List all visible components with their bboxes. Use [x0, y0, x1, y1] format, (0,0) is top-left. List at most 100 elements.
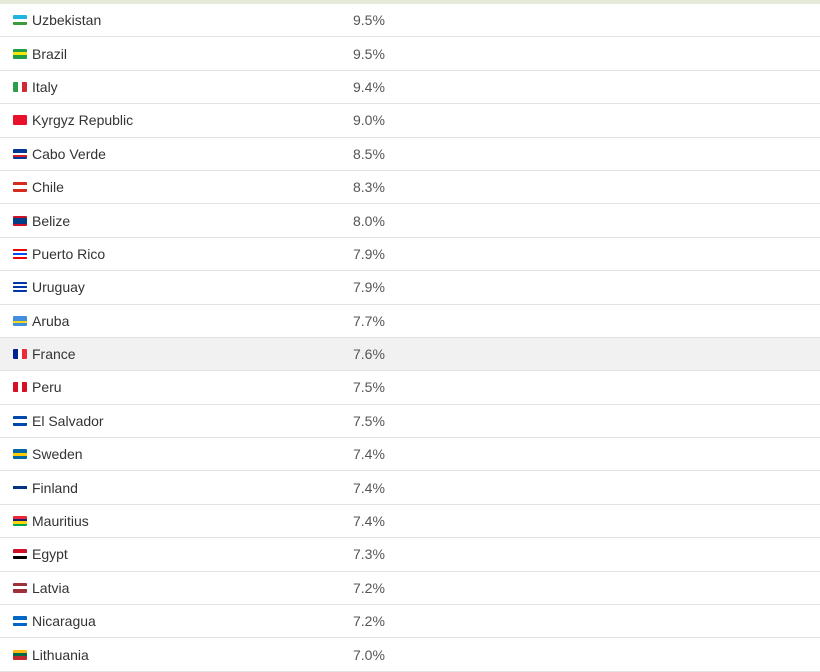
flag-icon [13, 148, 27, 159]
country-cell: Aruba [0, 313, 353, 329]
country-cell: Mauritius [0, 513, 353, 529]
table-row[interactable]: Peru 7.5% [0, 371, 820, 405]
value-cell: 7.0% [353, 646, 385, 663]
flag-icon [13, 15, 27, 26]
country-cell: Nicaragua [0, 613, 353, 629]
country-name[interactable]: Kyrgyz Republic [32, 112, 134, 129]
table-row[interactable]: Italy 9.4% [0, 71, 820, 105]
country-cell: Italy [0, 79, 353, 95]
country-name[interactable]: Finland [32, 479, 78, 496]
country-name[interactable]: Aruba [32, 312, 70, 329]
flag-icon [13, 48, 27, 59]
flag-icon [13, 415, 27, 426]
value-cell: 9.0% [353, 112, 385, 129]
table-row[interactable]: Finland 7.4% [0, 471, 820, 505]
flag-icon [13, 349, 27, 360]
value-cell: 9.4% [353, 78, 385, 95]
value-cell: 9.5% [353, 12, 385, 29]
country-cell: Latvia [0, 580, 353, 596]
flag-icon [13, 549, 27, 560]
table-row[interactable]: Sweden 7.4% [0, 438, 820, 472]
value-cell: 8.3% [353, 179, 385, 196]
value-cell: 7.5% [353, 412, 385, 429]
country-cell: France [0, 346, 353, 362]
table-row[interactable]: Uruguay 7.9% [0, 271, 820, 305]
country-name[interactable]: Chile [32, 179, 64, 196]
country-name[interactable]: Latvia [32, 579, 70, 596]
country-cell: Chile [0, 179, 353, 195]
table-row[interactable]: Brazil 9.5% [0, 37, 820, 71]
country-name[interactable]: Mauritius [32, 513, 89, 530]
flag-icon [13, 582, 27, 593]
table-row[interactable]: Nicaragua 7.2% [0, 605, 820, 639]
table-row[interactable]: Belize 8.0% [0, 204, 820, 238]
country-cell: Puerto Rico [0, 246, 353, 262]
country-name[interactable]: El Salvador [32, 412, 104, 429]
value-cell: 7.7% [353, 312, 385, 329]
flag-icon [13, 182, 27, 193]
country-name[interactable]: Egypt [32, 546, 68, 563]
value-cell: 9.5% [353, 45, 385, 62]
table-top-border [0, 0, 820, 4]
value-cell: 7.4% [353, 479, 385, 496]
country-name[interactable]: Peru [32, 379, 62, 396]
country-name[interactable]: Cabo Verde [32, 145, 106, 162]
country-cell: Belize [0, 213, 353, 229]
table-row[interactable]: Kyrgyz Republic 9.0% [0, 104, 820, 138]
table-row[interactable]: El Salvador 7.5% [0, 405, 820, 439]
country-name[interactable]: Uzbekistan [32, 12, 102, 29]
country-cell: Lithuania [0, 647, 353, 663]
value-cell: 7.5% [353, 379, 385, 396]
flag-icon [13, 649, 27, 660]
table-row[interactable]: Aruba 7.7% [0, 305, 820, 338]
country-cell: Uzbekistan [0, 12, 353, 28]
table-row[interactable]: Latvia 7.2% [0, 572, 820, 606]
country-name[interactable]: Sweden [32, 446, 83, 463]
country-cell: Peru [0, 379, 353, 395]
country-name[interactable]: Puerto Rico [32, 245, 106, 262]
flag-icon [13, 248, 27, 259]
table-row[interactable]: Uzbekistan 9.5% [0, 4, 820, 38]
flag-icon [13, 115, 27, 126]
country-cell: Kyrgyz Republic [0, 112, 353, 128]
table-row[interactable]: France 7.6% [0, 337, 820, 372]
flag-icon [13, 449, 27, 460]
value-cell: 7.2% [353, 613, 385, 630]
table-row[interactable]: Egypt 7.3% [0, 538, 820, 572]
country-name[interactable]: Nicaragua [32, 613, 96, 630]
flag-icon [13, 482, 27, 493]
flag-icon [13, 516, 27, 527]
value-cell: 7.9% [353, 245, 385, 262]
country-name[interactable]: Uruguay [32, 279, 85, 296]
flag-icon [13, 315, 27, 326]
value-cell: 8.0% [353, 212, 385, 229]
country-cell: Brazil [0, 46, 353, 62]
country-name[interactable]: Belize [32, 212, 71, 229]
value-cell: 7.9% [353, 279, 385, 296]
table-row[interactable]: Lithuania 7.0% [0, 638, 820, 672]
country-name[interactable]: Brazil [32, 45, 68, 62]
table-row[interactable]: Mauritius 7.4% [0, 505, 820, 539]
country-cell: Finland [0, 480, 353, 496]
country-name[interactable]: Italy [32, 78, 58, 95]
flag-icon [13, 282, 27, 293]
country-name[interactable]: Lithuania [32, 646, 89, 663]
value-cell: 7.3% [353, 546, 385, 563]
value-cell: 7.4% [353, 446, 385, 463]
value-cell: 7.2% [353, 579, 385, 596]
flag-icon [13, 215, 27, 226]
country-name[interactable]: France [32, 346, 76, 363]
value-cell: 7.4% [353, 513, 385, 530]
country-cell: Uruguay [0, 279, 353, 295]
flag-icon [13, 382, 27, 393]
flag-icon [13, 81, 27, 92]
table-row[interactable]: Chile 8.3% [0, 171, 820, 205]
country-cell: Sweden [0, 446, 353, 462]
flag-icon [13, 616, 27, 627]
table-row[interactable]: Puerto Rico 7.9% [0, 238, 820, 272]
country-table: Uzbekistan 9.5% Brazil 9.5% Italy 9.4% Kyrgyz … [0, 4, 820, 672]
table-row[interactable]: Cabo Verde 8.5% [0, 138, 820, 171]
country-cell: Egypt [0, 546, 353, 562]
country-cell: El Salvador [0, 413, 353, 429]
country-cell: Cabo Verde [0, 146, 353, 162]
